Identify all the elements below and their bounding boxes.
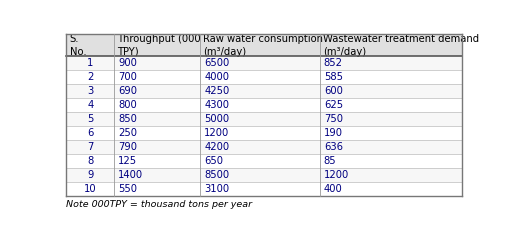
Text: 600: 600 [324,86,342,96]
Text: 900: 900 [118,58,137,68]
Text: 10: 10 [84,184,97,194]
Text: 250: 250 [118,128,138,138]
Bar [66,126,461,140]
Text: 2: 2 [87,72,94,82]
Text: 690: 690 [118,86,138,96]
Text: 700: 700 [118,72,137,82]
Text: 1400: 1400 [118,170,143,180]
Bar [66,140,461,154]
Text: 4000: 4000 [204,72,229,82]
Text: 852: 852 [324,58,343,68]
Bar [66,112,461,126]
Text: 550: 550 [118,184,138,194]
Text: 85: 85 [324,156,336,166]
Text: 4250: 4250 [204,86,229,96]
Text: 8: 8 [87,156,93,166]
Text: S.
No.: S. No. [70,34,86,57]
Text: 5: 5 [87,114,94,124]
Bar [66,34,461,56]
Bar [66,56,461,70]
Text: 3: 3 [87,86,93,96]
Text: 5000: 5000 [204,114,229,124]
Bar [66,168,461,182]
Bar [66,70,461,84]
Text: 4300: 4300 [204,100,229,110]
Text: 4200: 4200 [204,142,229,152]
Text: 1: 1 [87,58,94,68]
Text: Throughput (000
TPY): Throughput (000 TPY) [117,34,201,57]
Text: 850: 850 [118,114,137,124]
Text: 3100: 3100 [204,184,229,194]
Text: Wastewater treatment demand
(m³/day): Wastewater treatment demand (m³/day) [323,34,479,57]
Text: 650: 650 [204,156,223,166]
Text: 790: 790 [118,142,138,152]
Bar [66,98,461,112]
Text: 8500: 8500 [204,170,229,180]
Text: 636: 636 [324,142,343,152]
Text: 9: 9 [87,170,94,180]
Text: 7: 7 [87,142,94,152]
Text: 800: 800 [118,100,137,110]
Text: 585: 585 [324,72,343,82]
Text: 750: 750 [324,114,343,124]
Bar [66,84,461,98]
Bar [66,154,461,168]
Text: 4: 4 [87,100,93,110]
Text: Note 000TPY = thousand tons per year: Note 000TPY = thousand tons per year [66,200,252,209]
Text: 125: 125 [118,156,138,166]
Text: 1200: 1200 [324,170,349,180]
Text: 625: 625 [324,100,343,110]
Text: 400: 400 [324,184,342,194]
Text: Raw water consumption
(m³/day): Raw water consumption (m³/day) [203,34,323,57]
Text: 1200: 1200 [204,128,229,138]
Text: 6500: 6500 [204,58,229,68]
Text: 6: 6 [87,128,94,138]
Text: 190: 190 [324,128,343,138]
Bar [66,182,461,196]
